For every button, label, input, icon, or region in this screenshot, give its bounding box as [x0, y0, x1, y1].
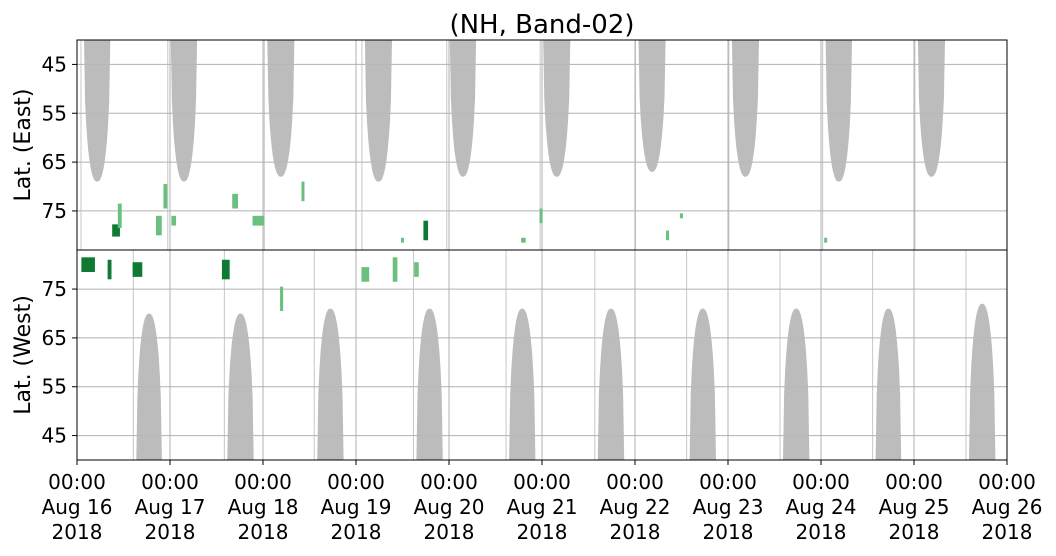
west-nodata-region-3: [416, 308, 443, 460]
xtick-label-0-0: 00:00: [48, 470, 106, 494]
west-nodata-region-6: [689, 308, 716, 460]
xtick-label-1-0: 00:00: [141, 470, 199, 494]
east-detection-3: [163, 184, 168, 209]
east-panel: 45 55 65 75: [42, 39, 1008, 251]
xtick-label-4-1: Aug 20: [414, 495, 485, 519]
west-panel: 75 65 55 45: [42, 249, 1008, 461]
xtick-label-4-0: 00:00: [420, 470, 478, 494]
east-ytick-label-3: 75: [42, 199, 67, 223]
xtick-label-5-2: 2018: [517, 520, 568, 544]
east-ytick-label-0: 45: [42, 52, 67, 76]
east-detection-10: [521, 237, 526, 243]
xtick-label-9-0: 00:00: [885, 470, 943, 494]
xtick-label-3-2: 2018: [331, 520, 382, 544]
xtick-label-7-0: 00:00: [699, 470, 757, 494]
xtick-label-4-2: 2018: [424, 520, 475, 544]
xtick-label-6-0: 00:00: [606, 470, 664, 494]
xtick-label-7-1: Aug 23: [693, 495, 764, 519]
west-detection-5: [361, 267, 370, 282]
west-nodata-region-4: [509, 308, 536, 460]
west-detection-2: [132, 262, 143, 277]
east-detection-14: [824, 237, 828, 243]
east-nodata-region-7: [731, 40, 759, 177]
east-detection-6: [252, 215, 265, 226]
chart-title: (NH, Band-02): [449, 10, 634, 40]
west-detection-4: [280, 286, 284, 312]
east-detection-8: [401, 237, 404, 243]
xtick-label-0-2: 2018: [52, 520, 103, 544]
xtick-label-5-0: 00:00: [513, 470, 571, 494]
xtick-label-6-2: 2018: [610, 520, 661, 544]
xtick-label-10-0: 00:00: [978, 470, 1036, 494]
xtick-label-10-1: Aug 26: [972, 495, 1043, 519]
east-ytick-label-1: 55: [42, 101, 67, 125]
west-ytick-label-3: 45: [42, 424, 67, 448]
east-detection-7: [301, 181, 305, 202]
east-detection-4: [171, 215, 177, 226]
west-detection-0: [81, 257, 95, 272]
east-detection-9: [423, 220, 429, 241]
east-detection-0: [112, 224, 120, 237]
xtick-label-8-1: Aug 24: [786, 495, 857, 519]
xtick-label-8-2: 2018: [796, 520, 847, 544]
east-detection-12: [666, 230, 670, 241]
east-nodata-region-8: [825, 40, 852, 182]
xtick-label-2-2: 2018: [238, 520, 289, 544]
west-ytick-label-2: 55: [42, 375, 67, 399]
west-ytick-label-1: 65: [42, 326, 67, 350]
west-nodata-region-9: [969, 303, 996, 460]
xtick-label-1-2: 2018: [145, 520, 196, 544]
xtick-label-8-0: 00:00: [792, 470, 850, 494]
east-nodata-region-9: [917, 40, 945, 177]
xtick-label-3-0: 00:00: [327, 470, 385, 494]
east-nodata-region-4: [449, 40, 477, 177]
east-nodata-region-5: [543, 40, 571, 177]
east-detection-1: [117, 203, 122, 229]
west-detection-7: [414, 262, 419, 277]
west-detection-1: [107, 259, 112, 280]
west-nodata-region-8: [875, 308, 902, 460]
west-nodata-region-5: [597, 308, 625, 460]
east-ytick-label-2: 65: [42, 150, 67, 174]
east-detection-2: [155, 215, 162, 236]
east-nodata-region-2: [267, 40, 295, 177]
xtick-label-2-0: 00:00: [234, 470, 292, 494]
ylabel-west: Lat. (West): [11, 295, 36, 415]
east-detection-5: [232, 193, 239, 209]
west-detection-6: [392, 257, 398, 282]
xtick-label-9-2: 2018: [889, 520, 940, 544]
east-nodata-region-1: [170, 40, 198, 182]
east-nodata-region-6: [638, 40, 666, 172]
east-nodata-region-3: [364, 40, 392, 182]
xtick-label-0-1: Aug 16: [42, 495, 113, 519]
west-ytick-label-0: 75: [42, 277, 67, 301]
xtick-label-9-1: Aug 25: [879, 495, 950, 519]
xtick-label-5-1: Aug 21: [507, 495, 578, 519]
xtick-label-7-2: 2018: [703, 520, 754, 544]
west-detection-3: [221, 259, 230, 280]
ylabel-east: Lat. (East): [11, 89, 36, 202]
xtick-label-6-1: Aug 22: [600, 495, 671, 519]
west-nodata-region-1: [227, 313, 254, 460]
xtick-label-3-1: Aug 19: [321, 495, 392, 519]
east-nodata-region-0: [84, 40, 111, 182]
west-nodata-region-0: [136, 313, 162, 460]
west-nodata-region-7: [783, 308, 810, 460]
xtick-label-2-1: Aug 18: [228, 495, 299, 519]
xtick-label-10-2: 2018: [982, 520, 1033, 544]
east-detection-13: [680, 213, 683, 219]
west-nodata-region-2: [317, 308, 344, 460]
east-detection-11: [539, 208, 543, 224]
xtick-label-1-1: Aug 17: [135, 495, 206, 519]
